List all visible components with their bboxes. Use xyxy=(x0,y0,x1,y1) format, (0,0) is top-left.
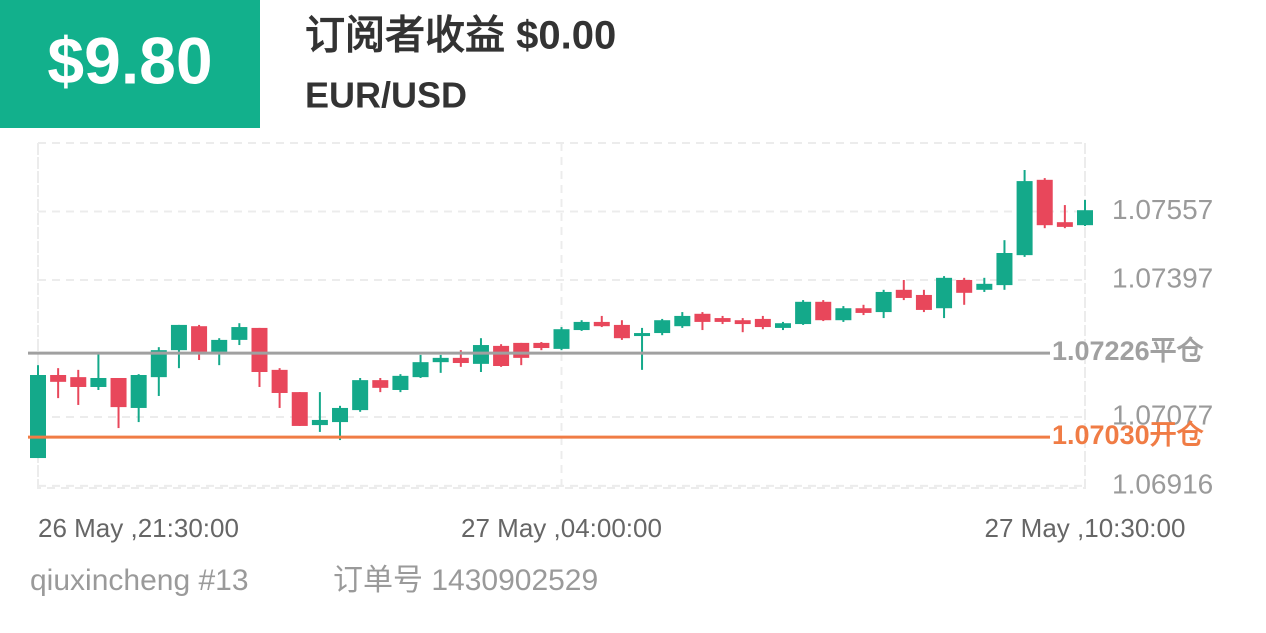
candle-body xyxy=(734,320,751,325)
reference-price: 1.07226 xyxy=(1052,336,1150,366)
candle-body xyxy=(533,342,550,349)
candle-body xyxy=(231,327,248,340)
candle-body xyxy=(110,377,127,408)
symbol: EUR/USD xyxy=(305,75,467,116)
candle-body xyxy=(795,301,812,325)
candle-body xyxy=(976,283,993,290)
candle-body xyxy=(352,380,369,411)
candle-body xyxy=(593,321,610,327)
candle-body xyxy=(774,323,791,328)
candle-body xyxy=(1036,179,1053,226)
badge: $9.80 xyxy=(47,23,212,97)
candle-body xyxy=(211,339,228,352)
x-tick-label: 27 May ,04:00:00 xyxy=(461,513,662,543)
candle-body xyxy=(291,392,308,426)
account: qiuxincheng #13 xyxy=(30,564,249,597)
candle-body xyxy=(130,374,147,408)
x-tick-label: 27 May ,10:30:00 xyxy=(985,513,1186,543)
candle-body xyxy=(90,377,107,387)
badge-box xyxy=(0,0,260,128)
candle-body xyxy=(634,333,651,337)
candle-body xyxy=(553,329,570,349)
candle-body xyxy=(1016,181,1033,256)
reference-tag: 平仓 xyxy=(1150,336,1205,366)
order-number: 订单号 1430902529 xyxy=(333,564,598,597)
candle-body xyxy=(452,357,469,364)
candle-body xyxy=(875,291,892,313)
candle-body xyxy=(956,279,973,293)
y-tick-label: 1.07557 xyxy=(1112,194,1213,225)
candle-body xyxy=(251,327,268,373)
candle-body xyxy=(1077,210,1093,226)
y-tick-label: 1.07077 xyxy=(1112,399,1213,430)
candle-body xyxy=(1056,222,1073,227)
candle-body xyxy=(432,357,449,363)
candle-body xyxy=(170,324,187,351)
candle-body xyxy=(191,326,208,352)
candle-body xyxy=(654,320,671,334)
candle-body xyxy=(996,253,1013,286)
candle-body xyxy=(50,374,67,382)
candle-body xyxy=(613,324,630,339)
candle-body xyxy=(311,419,328,426)
candle-body xyxy=(271,369,288,393)
candle-body xyxy=(936,277,953,309)
candle-body xyxy=(714,318,731,322)
candle-body xyxy=(573,321,590,331)
x-tick-label: 26 May ,21:30:00 xyxy=(38,513,239,543)
y-tick-label: 1.06916 xyxy=(1112,468,1213,499)
y-tick-label: 1.07397 xyxy=(1112,262,1213,293)
candle-body xyxy=(815,301,832,321)
candle-body xyxy=(70,377,87,387)
reference-label: 1.07226平仓 xyxy=(1052,336,1205,366)
candle-body xyxy=(150,350,167,378)
reference-label: 1.07030开仓 xyxy=(1052,420,1205,450)
candle-body xyxy=(332,407,349,423)
candle-body xyxy=(835,308,852,321)
reference-price: 1.07030 xyxy=(1052,420,1150,450)
candle-body xyxy=(493,345,510,367)
candle-body xyxy=(915,294,932,310)
reference-tag: 开仓 xyxy=(1150,420,1205,450)
candle-body xyxy=(895,289,912,298)
candle-body xyxy=(855,308,872,313)
candle-body xyxy=(412,362,429,378)
candle-body xyxy=(392,375,409,390)
candle-body xyxy=(372,380,389,388)
candle-body xyxy=(674,315,691,327)
title: 订阅者收益 $0.00 xyxy=(305,14,616,58)
candle-body xyxy=(754,318,771,328)
candle-body xyxy=(30,374,46,459)
candle-body xyxy=(513,342,530,358)
candle-body xyxy=(694,313,711,322)
